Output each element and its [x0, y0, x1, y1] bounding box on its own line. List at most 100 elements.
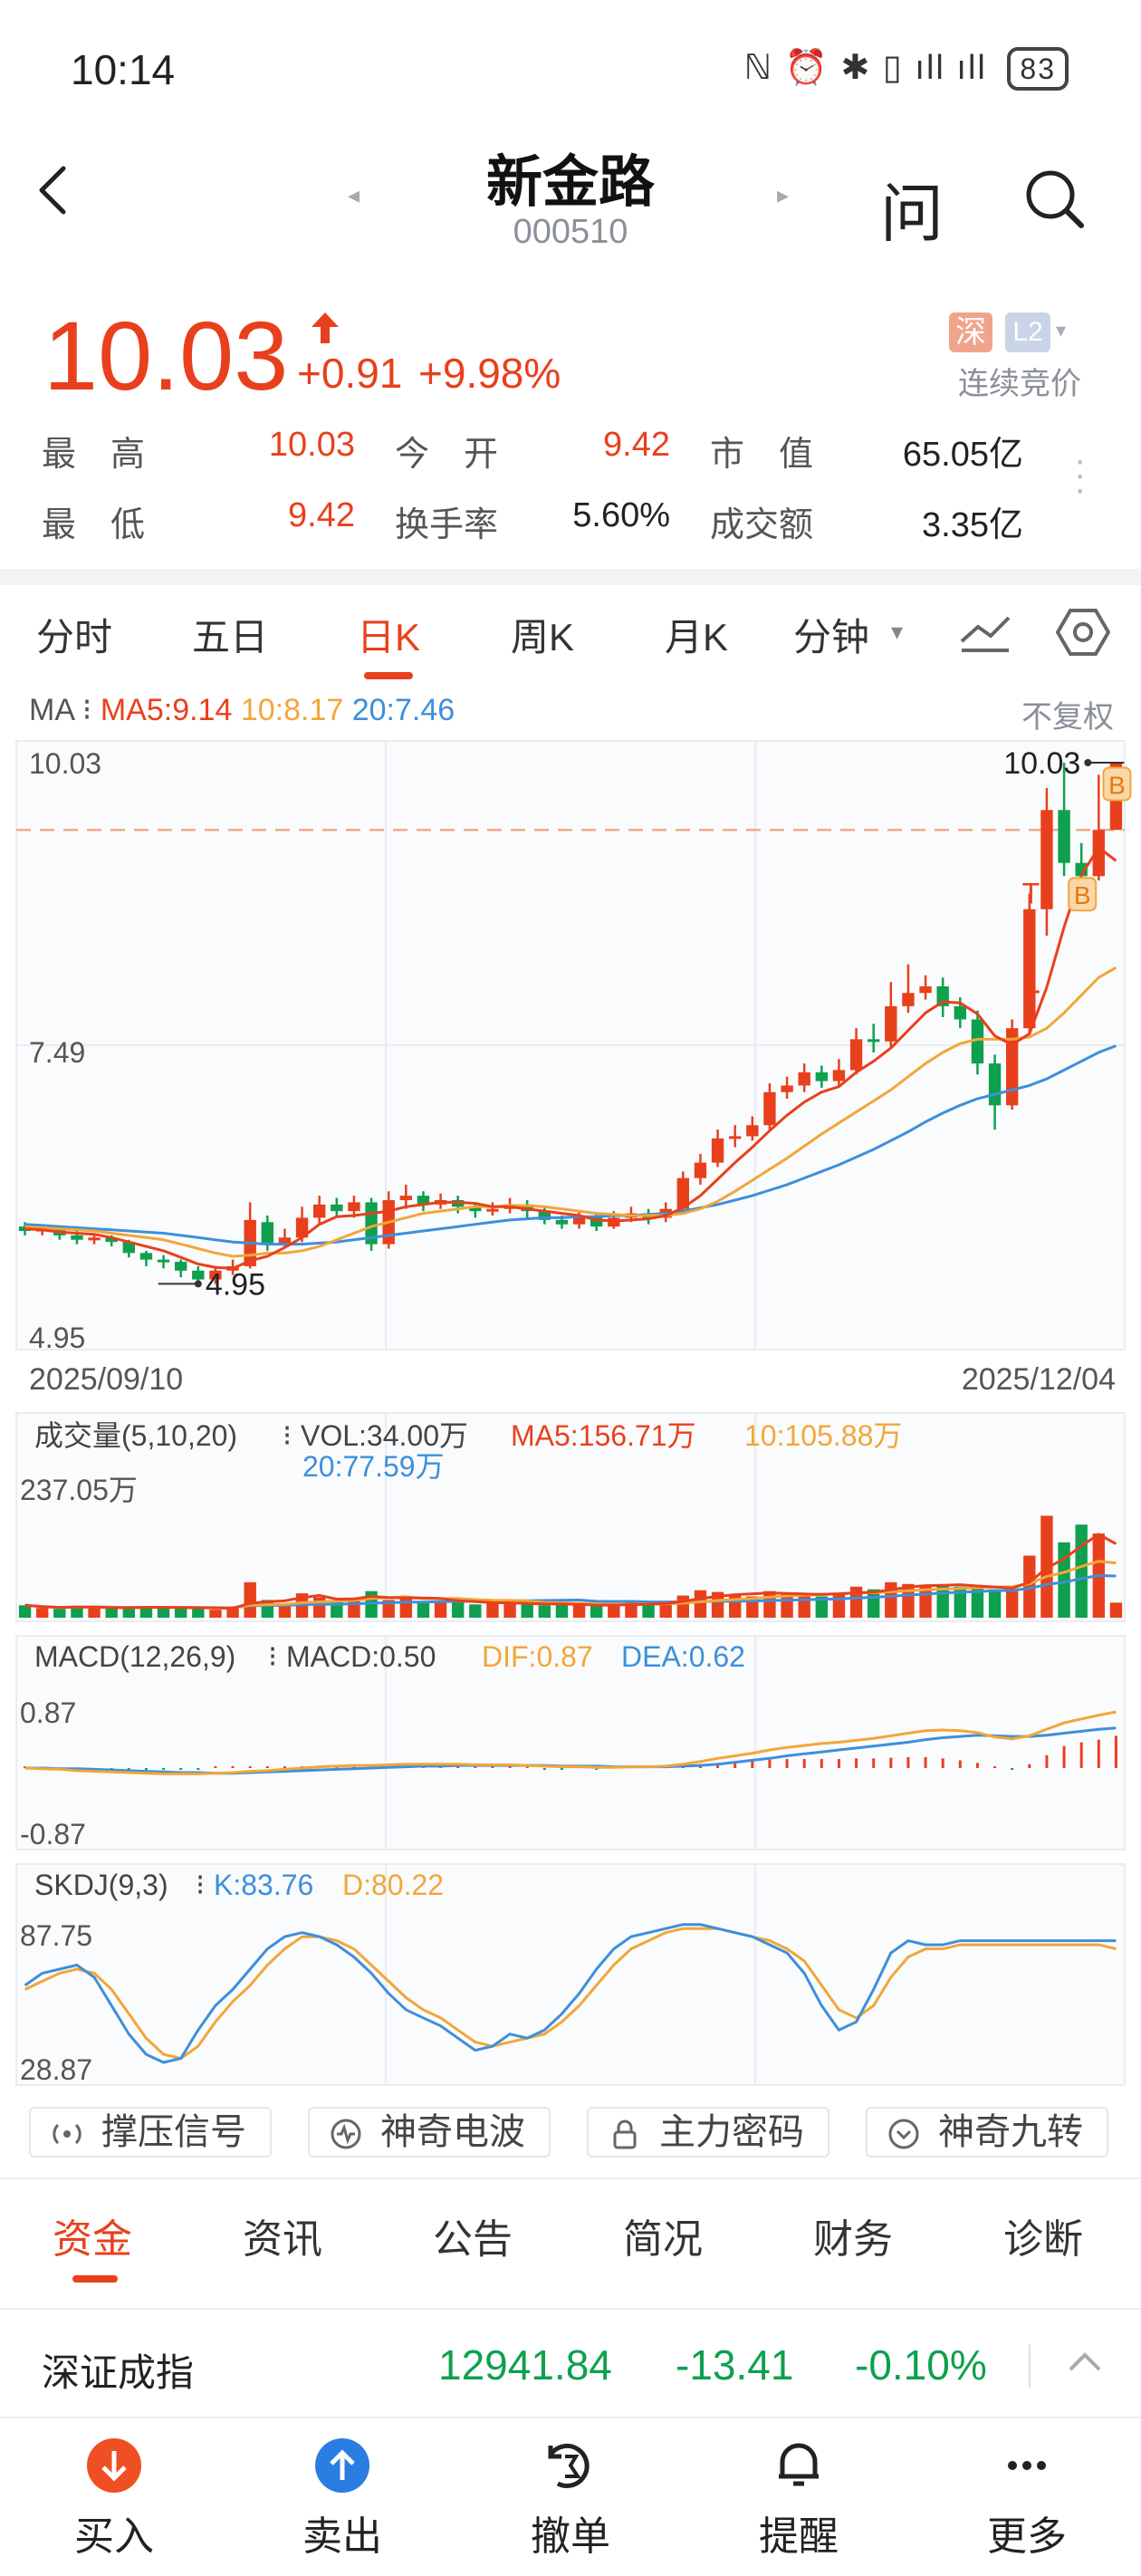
candle-body: [988, 1063, 1002, 1106]
chart-grid: [15, 1863, 1126, 2086]
skdj-ytop: 87.75: [20, 1919, 92, 1952]
volume-bar: [417, 1601, 430, 1618]
chart-tab[interactable]: 周K: [511, 616, 575, 658]
nav-buy[interactable]: 买入: [42, 2437, 187, 2562]
ma-dots-icon[interactable]: ⁝: [82, 693, 92, 727]
chart-tab[interactable]: 月K: [665, 616, 729, 658]
vol-ma5-line: [24, 1533, 1117, 1610]
candle-body: [295, 1217, 309, 1238]
volume-bar: [711, 1591, 724, 1618]
candle: [1058, 763, 1070, 877]
dif-line: [24, 1710, 1117, 1775]
signal-b-label: B: [1074, 881, 1091, 909]
chart-tab[interactable]: 日K: [357, 616, 421, 658]
volume-bar: [486, 1603, 499, 1618]
candle-body: [746, 1125, 759, 1137]
volume-dots-icon: ⁝: [283, 1419, 292, 1452]
info-tab[interactable]: 资金: [53, 2217, 132, 2262]
info-tab[interactable]: 资讯: [243, 2217, 322, 2262]
tool-button[interactable]: 神奇九转: [866, 2107, 1108, 2158]
minute-dropdown-icon[interactable]: ▾: [891, 618, 904, 645]
candle: [885, 982, 897, 1049]
search-icon[interactable]: [1023, 168, 1087, 231]
more-icon: [1008, 2461, 1046, 2470]
panel-frame: [15, 1863, 1126, 2086]
lock-icon: [613, 2119, 637, 2149]
nav-label: 提醒: [759, 2514, 839, 2559]
ma5-line: [24, 845, 1117, 1270]
volume-bar: [88, 1607, 101, 1618]
quote-label: 市 值: [710, 436, 814, 474]
level2-dropdown-icon[interactable]: ▾: [1056, 319, 1067, 341]
volume-bar: [694, 1590, 707, 1618]
skdj-k-value: K:83.76: [214, 1869, 313, 1901]
candle-body: [971, 1019, 984, 1064]
candle-body: [417, 1196, 430, 1205]
volume-bar: [226, 1608, 239, 1618]
tool-button[interactable]: 神奇电波: [308, 2107, 551, 2158]
chevron-up-icon[interactable]: [1067, 2348, 1103, 2375]
info-tab[interactable]: 财务: [813, 2217, 893, 2262]
index-value: 12941.84: [438, 2341, 612, 2389]
chart-tab[interactable]: 五日: [192, 616, 269, 658]
candle-body: [590, 1217, 603, 1227]
nav-cancel-order[interactable]: 撤单: [498, 2437, 643, 2562]
signal-b-marker: [1102, 766, 1132, 802]
info-tab[interactable]: 简况: [623, 2217, 703, 2262]
tool-button[interactable]: 撑压信号: [29, 2107, 272, 2158]
volume-bar: [469, 1604, 482, 1618]
wave-icon: [331, 2119, 361, 2149]
level2-badge[interactable]: L2: [1005, 312, 1050, 352]
prev-stock-icon[interactable]: ◂: [348, 181, 360, 208]
draw-line-icon[interactable]: [958, 610, 1012, 654]
tool-button[interactable]: 主力密码: [587, 2107, 829, 2158]
nav-bell[interactable]: 提醒: [726, 2437, 871, 2562]
back-icon[interactable]: [34, 163, 71, 217]
candle: [902, 964, 915, 1014]
next-stock-icon[interactable]: ▸: [777, 181, 790, 208]
nav-more[interactable]: 更多: [954, 2437, 1099, 2562]
nav-sell[interactable]: 卖出: [270, 2437, 415, 2562]
candle: [971, 1010, 984, 1075]
high-marker-label: 10.03: [1003, 746, 1080, 781]
volume-bar: [798, 1594, 810, 1618]
candle: [18, 1222, 32, 1235]
info-tab[interactable]: 公告: [433, 2217, 513, 2262]
volume-bar: [642, 1603, 655, 1618]
candle: [867, 1024, 880, 1053]
chart-settings-icon[interactable]: [1056, 607, 1110, 658]
skdj-ybottom: 28.87: [20, 2053, 92, 2086]
candle-body: [18, 1226, 32, 1232]
more-details-icon[interactable]: · · ·: [1074, 440, 1087, 509]
last-price: 10.03: [43, 301, 289, 410]
info-tab[interactable]: 诊断: [1003, 2217, 1083, 2262]
volume-bar: [139, 1606, 153, 1618]
adjust-mode-button[interactable]: 不复权: [1021, 700, 1114, 735]
macd-ytop: 0.87: [20, 1697, 76, 1729]
status-icons-text: ℕ ⏰ ✱ ▯ ıll ıll: [743, 49, 987, 87]
kline-chart[interactable]: 10.03 7.49 4.95 10.03 4.95 T B B 2025/09/10 2025/…: [0, 725, 1141, 2092]
volume-bar: [209, 1610, 222, 1618]
volume-bar: [451, 1602, 465, 1618]
trading-status: 连续竞价: [958, 367, 1081, 401]
chart-tab[interactable]: 分钟: [793, 616, 870, 658]
quote-label: 今 开: [395, 436, 499, 474]
skdj-k-line: [24, 1923, 1117, 2064]
candle-body: [1092, 830, 1106, 877]
price-change: +0.91: [297, 350, 403, 397]
active-tab-indicator: [72, 2275, 118, 2283]
macd-value: MACD:0.50: [286, 1640, 436, 1673]
volume-bar: [676, 1595, 690, 1618]
volume-bar: [105, 1608, 118, 1618]
volume-ma10: 10:105.88万: [744, 1419, 902, 1452]
macd-dots-icon: ⁝: [268, 1640, 277, 1673]
index-name[interactable]: 深证成指: [42, 2351, 195, 2394]
ma20-line: [24, 1044, 1117, 1246]
chart-tab[interactable]: 分时: [36, 616, 113, 658]
volume-ymax: 237.05万: [20, 1474, 138, 1506]
candle: [399, 1184, 413, 1209]
ask-button[interactable]: 问: [880, 178, 944, 249]
status-icons: ℕ ⏰ ✱ ▯ ıll ıll 83: [744, 47, 1069, 91]
candle-body: [486, 1208, 499, 1212]
sell-icon: [315, 2438, 369, 2493]
